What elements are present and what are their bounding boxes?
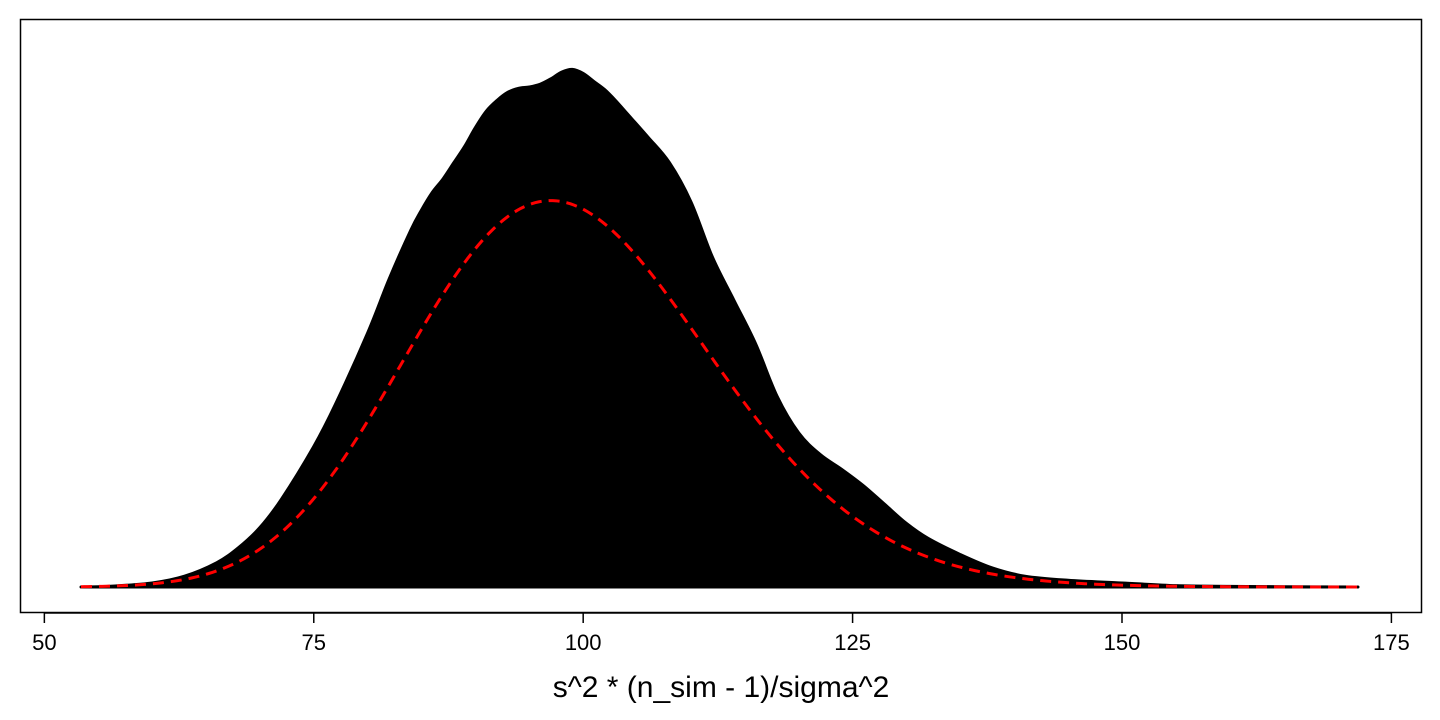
x-axis: 50 75 100 125 150 175 (32, 612, 1410, 655)
plot-area (79, 67, 1360, 589)
x-axis-label: s^2 * (n_sim - 1)/sigma^2 (553, 671, 890, 704)
density-area (79, 67, 1360, 589)
x-tick-label: 125 (834, 630, 871, 655)
x-tick-label: 175 (1373, 630, 1410, 655)
x-tick-label: 75 (302, 630, 326, 655)
x-tick-label: 50 (32, 630, 56, 655)
x-tick-label: 150 (1104, 630, 1141, 655)
x-tick-label: 100 (565, 630, 602, 655)
